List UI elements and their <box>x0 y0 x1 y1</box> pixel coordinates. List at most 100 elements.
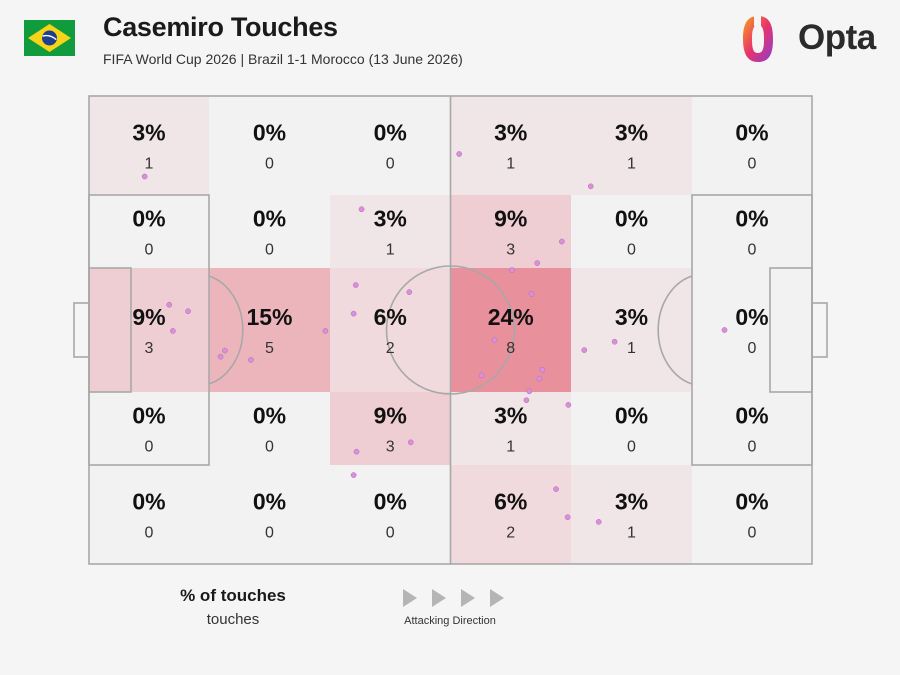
touch-dot <box>353 448 360 455</box>
cell-pct-label: 24% <box>488 304 534 330</box>
opta-logo-icon <box>743 14 773 62</box>
cell-count-label: 0 <box>748 525 757 542</box>
cell-pct-label: 3% <box>615 489 648 515</box>
cell-pct-label: 0% <box>735 489 768 515</box>
heatmap-cell-r3-c2 <box>209 268 330 392</box>
cell-pct-label: 3% <box>615 120 648 146</box>
touch-dot <box>456 151 463 157</box>
touch-dot <box>534 260 541 266</box>
heatmap-cell-r2-c6 <box>692 195 812 268</box>
cell-count-label: 0 <box>386 156 395 173</box>
heatmap-cell-r2-c2 <box>209 195 330 268</box>
cell-pct-label: 0% <box>735 120 768 146</box>
cell-count-label: 0 <box>386 525 395 542</box>
cell-count-label: 0 <box>748 340 757 357</box>
cell-pct-label: 3% <box>374 206 407 232</box>
heatmap-cell-r1-c3 <box>330 96 451 195</box>
touch-dot <box>509 267 515 273</box>
touch-dot <box>595 519 602 525</box>
heatmap-cell-r2-c1 <box>89 195 209 268</box>
cell-count-label: 3 <box>386 439 395 456</box>
cell-pct-label: 0% <box>132 489 165 515</box>
cell-count-label: 1 <box>627 525 636 542</box>
touch-dot <box>526 388 533 395</box>
heatmap-cell-r3-c3 <box>330 268 451 392</box>
left-goal <box>73 302 90 358</box>
heatmap-labels: 3% 1 0% 0 0% 0 3% 1 3% 1 0% 0 0% 0 0% 0 3% 1 9% 3 0% 0 0% 0 9% 3 1… <box>132 120 768 542</box>
cell-count-label: 1 <box>506 156 515 173</box>
heatmap-cell-r1-c6 <box>692 96 812 195</box>
cell-count-label: 0 <box>145 439 154 456</box>
touch-dot <box>248 357 254 363</box>
touch-dot <box>523 397 530 404</box>
touch-dot <box>352 282 359 288</box>
touch-dot <box>185 308 191 315</box>
attacking-direction-label: Attacking Direction <box>404 615 496 627</box>
pitch-markings <box>73 95 828 565</box>
touch-dot <box>358 206 365 213</box>
cell-count-label: 3 <box>145 340 154 357</box>
touch-dot <box>587 183 594 190</box>
touch-dot <box>721 327 728 333</box>
cell-pct-label: 9% <box>374 403 407 429</box>
cell-count-label: 0 <box>265 525 274 542</box>
cell-pct-label: 0% <box>735 403 768 429</box>
touch-dot <box>491 337 498 344</box>
heatmap-cell-r4-c5 <box>571 392 692 465</box>
cell-pct-label: 9% <box>494 206 527 232</box>
heatmap-cell-r5-c5 <box>571 465 692 564</box>
brazil-flag-icon <box>24 20 75 56</box>
touch-dot <box>611 338 618 345</box>
heatmap-cell-r3-c1 <box>89 268 209 392</box>
heatmap-cell-r5-c2 <box>209 465 330 564</box>
cell-count-label: 0 <box>265 439 274 456</box>
cell-count-label: 1 <box>386 242 395 259</box>
touch-dot <box>350 472 357 478</box>
touch-dot <box>558 238 565 245</box>
cell-count-label: 1 <box>145 156 154 173</box>
cell-pct-label: 0% <box>615 206 648 232</box>
cell-pct-label: 0% <box>253 120 286 146</box>
heatmap-cell-r1-c5 <box>571 96 692 195</box>
page-title: Casemiro Touches <box>103 12 338 42</box>
cell-count-label: 0 <box>265 156 274 173</box>
heatmap-cell-r3-c6 <box>692 268 812 392</box>
cell-count-label: 0 <box>748 439 757 456</box>
cell-pct-label: 0% <box>374 120 407 146</box>
touch-dot <box>170 328 176 334</box>
cell-count-label: 0 <box>145 525 154 542</box>
match-subtitle: FIFA World Cup 2026 | Brazil 1-1 Morocco… <box>103 51 463 67</box>
cell-pct-label: 3% <box>494 120 527 146</box>
cell-count-label: 1 <box>506 439 515 456</box>
heatmap-cell-r2-c3 <box>330 195 451 268</box>
heatmap-cell-r1-c2 <box>209 96 330 195</box>
heatmap-cell-r4-c1 <box>89 392 209 465</box>
left-penalty-arc <box>208 275 244 385</box>
cell-pct-label: 0% <box>615 403 648 429</box>
heatmap-cell-r5-c6 <box>692 465 812 564</box>
heatmap-cell-r1-c4 <box>450 96 571 195</box>
heatmap-cell-r1-c1 <box>89 96 209 195</box>
cell-pct-label: 3% <box>615 304 648 330</box>
heatmap-cell-r4-c6 <box>692 392 812 465</box>
heatmap-cell-r3-c5 <box>571 268 692 392</box>
cell-pct-label: 3% <box>494 403 527 429</box>
touch-dot <box>222 347 228 354</box>
cell-count-label: 3 <box>506 242 515 259</box>
touch-dot <box>528 291 535 297</box>
cell-pct-label: 9% <box>132 304 165 330</box>
cell-count-label: 1 <box>627 156 636 173</box>
right-penalty-arc <box>657 275 693 385</box>
touch-dot <box>141 173 148 180</box>
cell-pct-label: 15% <box>246 304 292 330</box>
heatmap-cell-r2-c4 <box>450 195 571 268</box>
touch-dot <box>217 353 224 360</box>
cell-pct-label: 0% <box>735 304 768 330</box>
heatmap-cell-r2-c5 <box>571 195 692 268</box>
touch-dot <box>406 289 413 295</box>
center-circle <box>385 265 516 395</box>
heatmap-cell-r5-c1 <box>89 465 209 564</box>
touch-dot <box>564 514 571 521</box>
cell-pct-label: 0% <box>374 489 407 515</box>
